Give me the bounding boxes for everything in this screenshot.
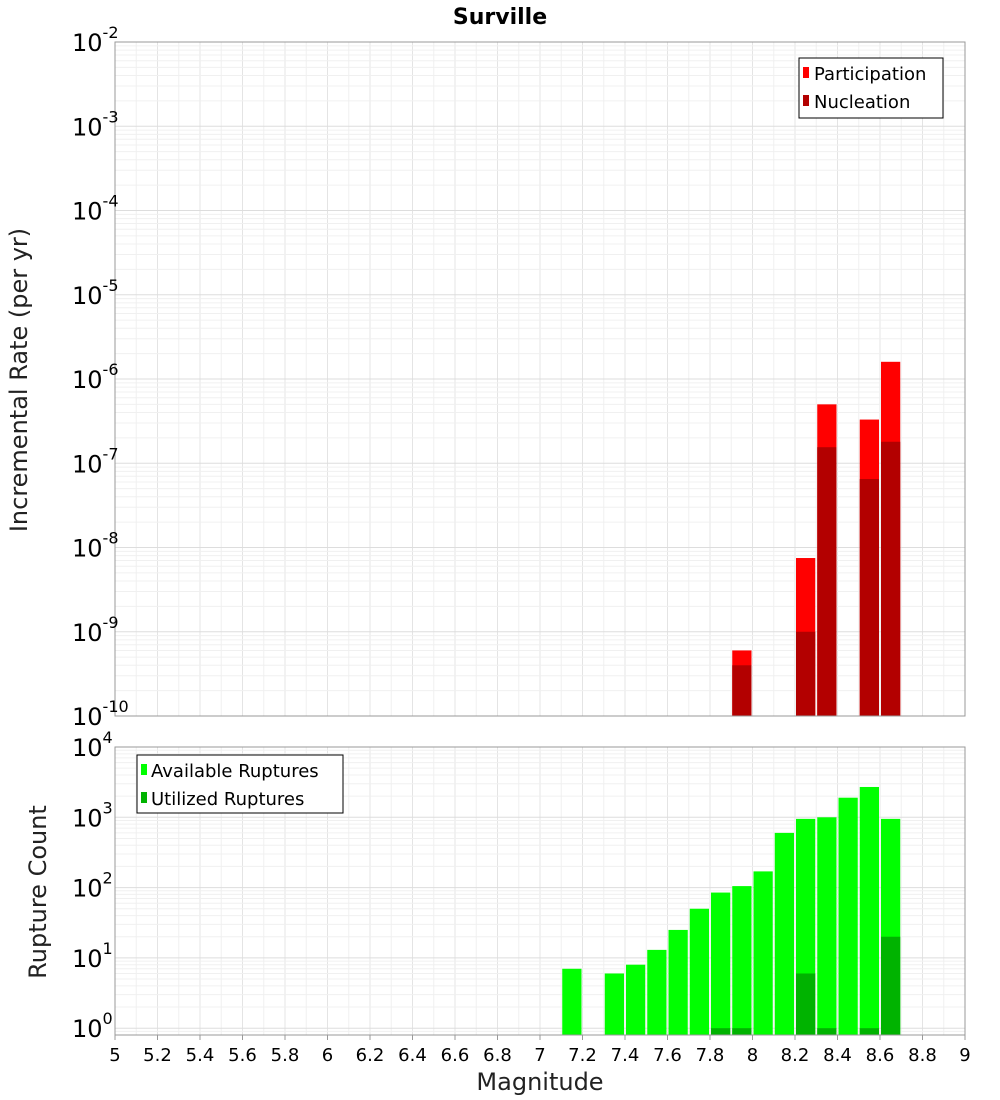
x-tick-label: 5.2 — [143, 1045, 172, 1066]
available-legend-swatch — [141, 764, 147, 775]
x-tick-label: 5.8 — [271, 1045, 300, 1066]
bar-nucleation — [796, 631, 816, 716]
bottom-bars — [562, 786, 901, 1035]
bar-available-ruptures — [668, 929, 688, 1035]
bar-available-ruptures — [859, 786, 879, 1035]
bottom-plot-panel: 104 103 102 101 100 5 5.2 5.4 5.6 5.8 6 6.2 6.4 6.6 6… — [24, 728, 971, 1096]
x-tick-label: 7.4 — [611, 1045, 640, 1066]
top-y-tick-label: 10-7 — [72, 444, 119, 478]
x-tick-label: 6.2 — [356, 1045, 385, 1066]
top-y-tick-label: 10-9 — [72, 613, 119, 647]
x-tick-label: 5 — [109, 1045, 120, 1066]
chart-title: Surville — [453, 5, 547, 30]
x-tick-label: 7 — [534, 1045, 545, 1066]
bottom-y-tick-label: 104 — [72, 728, 113, 762]
bar-available-ruptures — [562, 968, 582, 1035]
x-tick-label: 6.4 — [398, 1045, 427, 1066]
top-plot-panel: 10-2 10-3 10-4 10-5 10-6 10-7 10-8 10-9 10-10 In… — [5, 23, 966, 731]
bar-available-ruptures — [753, 871, 773, 1035]
x-tick-labels: 5 5.2 5.4 5.6 5.8 6 6.2 6.4 6.6 6.8 7 7.2 7.4 7.6 7.8 8… — [109, 1035, 971, 1066]
bar-nucleation — [817, 447, 837, 716]
bottom-legend: Available Ruptures Utilized Ruptures — [136, 754, 344, 814]
x-tick-label: 8.8 — [908, 1045, 937, 1066]
x-tick-label: 8.6 — [866, 1045, 895, 1066]
x-tick-label: 6 — [322, 1045, 333, 1066]
x-tick-label: 7.2 — [568, 1045, 597, 1066]
x-tick-label: 7.6 — [653, 1045, 682, 1066]
x-tick-label: 6.8 — [483, 1045, 512, 1066]
bottom-y-axis-label: Rupture Count — [24, 805, 52, 979]
top-y-tick-label: 10-8 — [72, 529, 119, 563]
x-tick-label: 7.8 — [696, 1045, 725, 1066]
participation-legend-label: Participation — [814, 64, 926, 85]
bar-available-ruptures — [774, 832, 794, 1035]
bar-available-ruptures — [838, 797, 858, 1035]
bar-utilized-ruptures — [817, 1028, 837, 1035]
nucleation-legend-label: Nucleation — [814, 92, 910, 113]
bar-nucleation — [859, 479, 879, 716]
top-y-axis-label: Incremental Rate (per yr) — [5, 228, 33, 532]
top-legend-box — [798, 57, 944, 119]
bar-utilized-ruptures — [711, 1028, 731, 1035]
bar-utilized-ruptures — [796, 973, 816, 1035]
top-y-tick-label: 10-6 — [72, 360, 119, 394]
bar-available-ruptures — [711, 892, 731, 1035]
bar-available-ruptures — [604, 973, 624, 1035]
top-gridlines — [114, 41, 966, 717]
top-y-tick-label: 10-4 — [72, 192, 119, 226]
x-tick-label: 8.2 — [781, 1045, 810, 1066]
x-tick-label: 9 — [959, 1045, 970, 1066]
nucleation-legend-swatch — [803, 95, 809, 106]
bar-available-ruptures — [817, 817, 837, 1035]
bar-available-ruptures — [647, 949, 667, 1035]
x-tick-label: 8 — [747, 1045, 758, 1066]
bottom-legend-box — [136, 754, 344, 814]
x-tick-label: 8.4 — [823, 1045, 852, 1066]
bar-nucleation — [881, 441, 901, 716]
top-y-tick-label: 10-3 — [72, 107, 119, 141]
x-axis-label: Magnitude — [476, 1068, 603, 1096]
bar-available-ruptures — [689, 908, 709, 1035]
bottom-y-tick-label: 102 — [72, 869, 113, 903]
bar-available-ruptures — [626, 964, 646, 1035]
available-legend-label: Available Ruptures — [151, 761, 319, 782]
bar-nucleation — [732, 665, 752, 716]
utilized-legend-swatch — [141, 792, 147, 803]
bar-utilized-ruptures — [881, 936, 901, 1035]
top-plot-border — [114, 41, 966, 717]
bottom-y-tick-labels: 104 103 102 101 100 — [72, 728, 113, 1043]
utilized-legend-label: Utilized Ruptures — [151, 789, 304, 810]
bar-utilized-ruptures — [859, 1028, 879, 1035]
bottom-y-tick-label: 100 — [72, 1009, 113, 1043]
top-bars — [732, 361, 901, 716]
participation-legend-swatch — [803, 67, 809, 78]
top-y-tick-label: 10-10 — [72, 697, 129, 731]
top-y-tick-label: 10-5 — [72, 276, 119, 310]
top-legend: Participation Nucleation — [798, 57, 944, 119]
x-tick-label: 5.6 — [228, 1045, 257, 1066]
bar-available-ruptures — [732, 886, 752, 1035]
top-y-tick-label: 10-2 — [72, 23, 119, 57]
bar-utilized-ruptures — [732, 1028, 752, 1035]
top-y-tick-labels: 10-2 10-3 10-4 10-5 10-6 10-7 10-8 10-9 10-10 — [72, 23, 129, 731]
x-tick-label: 6.6 — [441, 1045, 470, 1066]
x-tick-label: 5.4 — [186, 1045, 215, 1066]
bottom-y-tick-label: 103 — [72, 798, 113, 832]
bottom-y-tick-label: 101 — [72, 939, 113, 973]
